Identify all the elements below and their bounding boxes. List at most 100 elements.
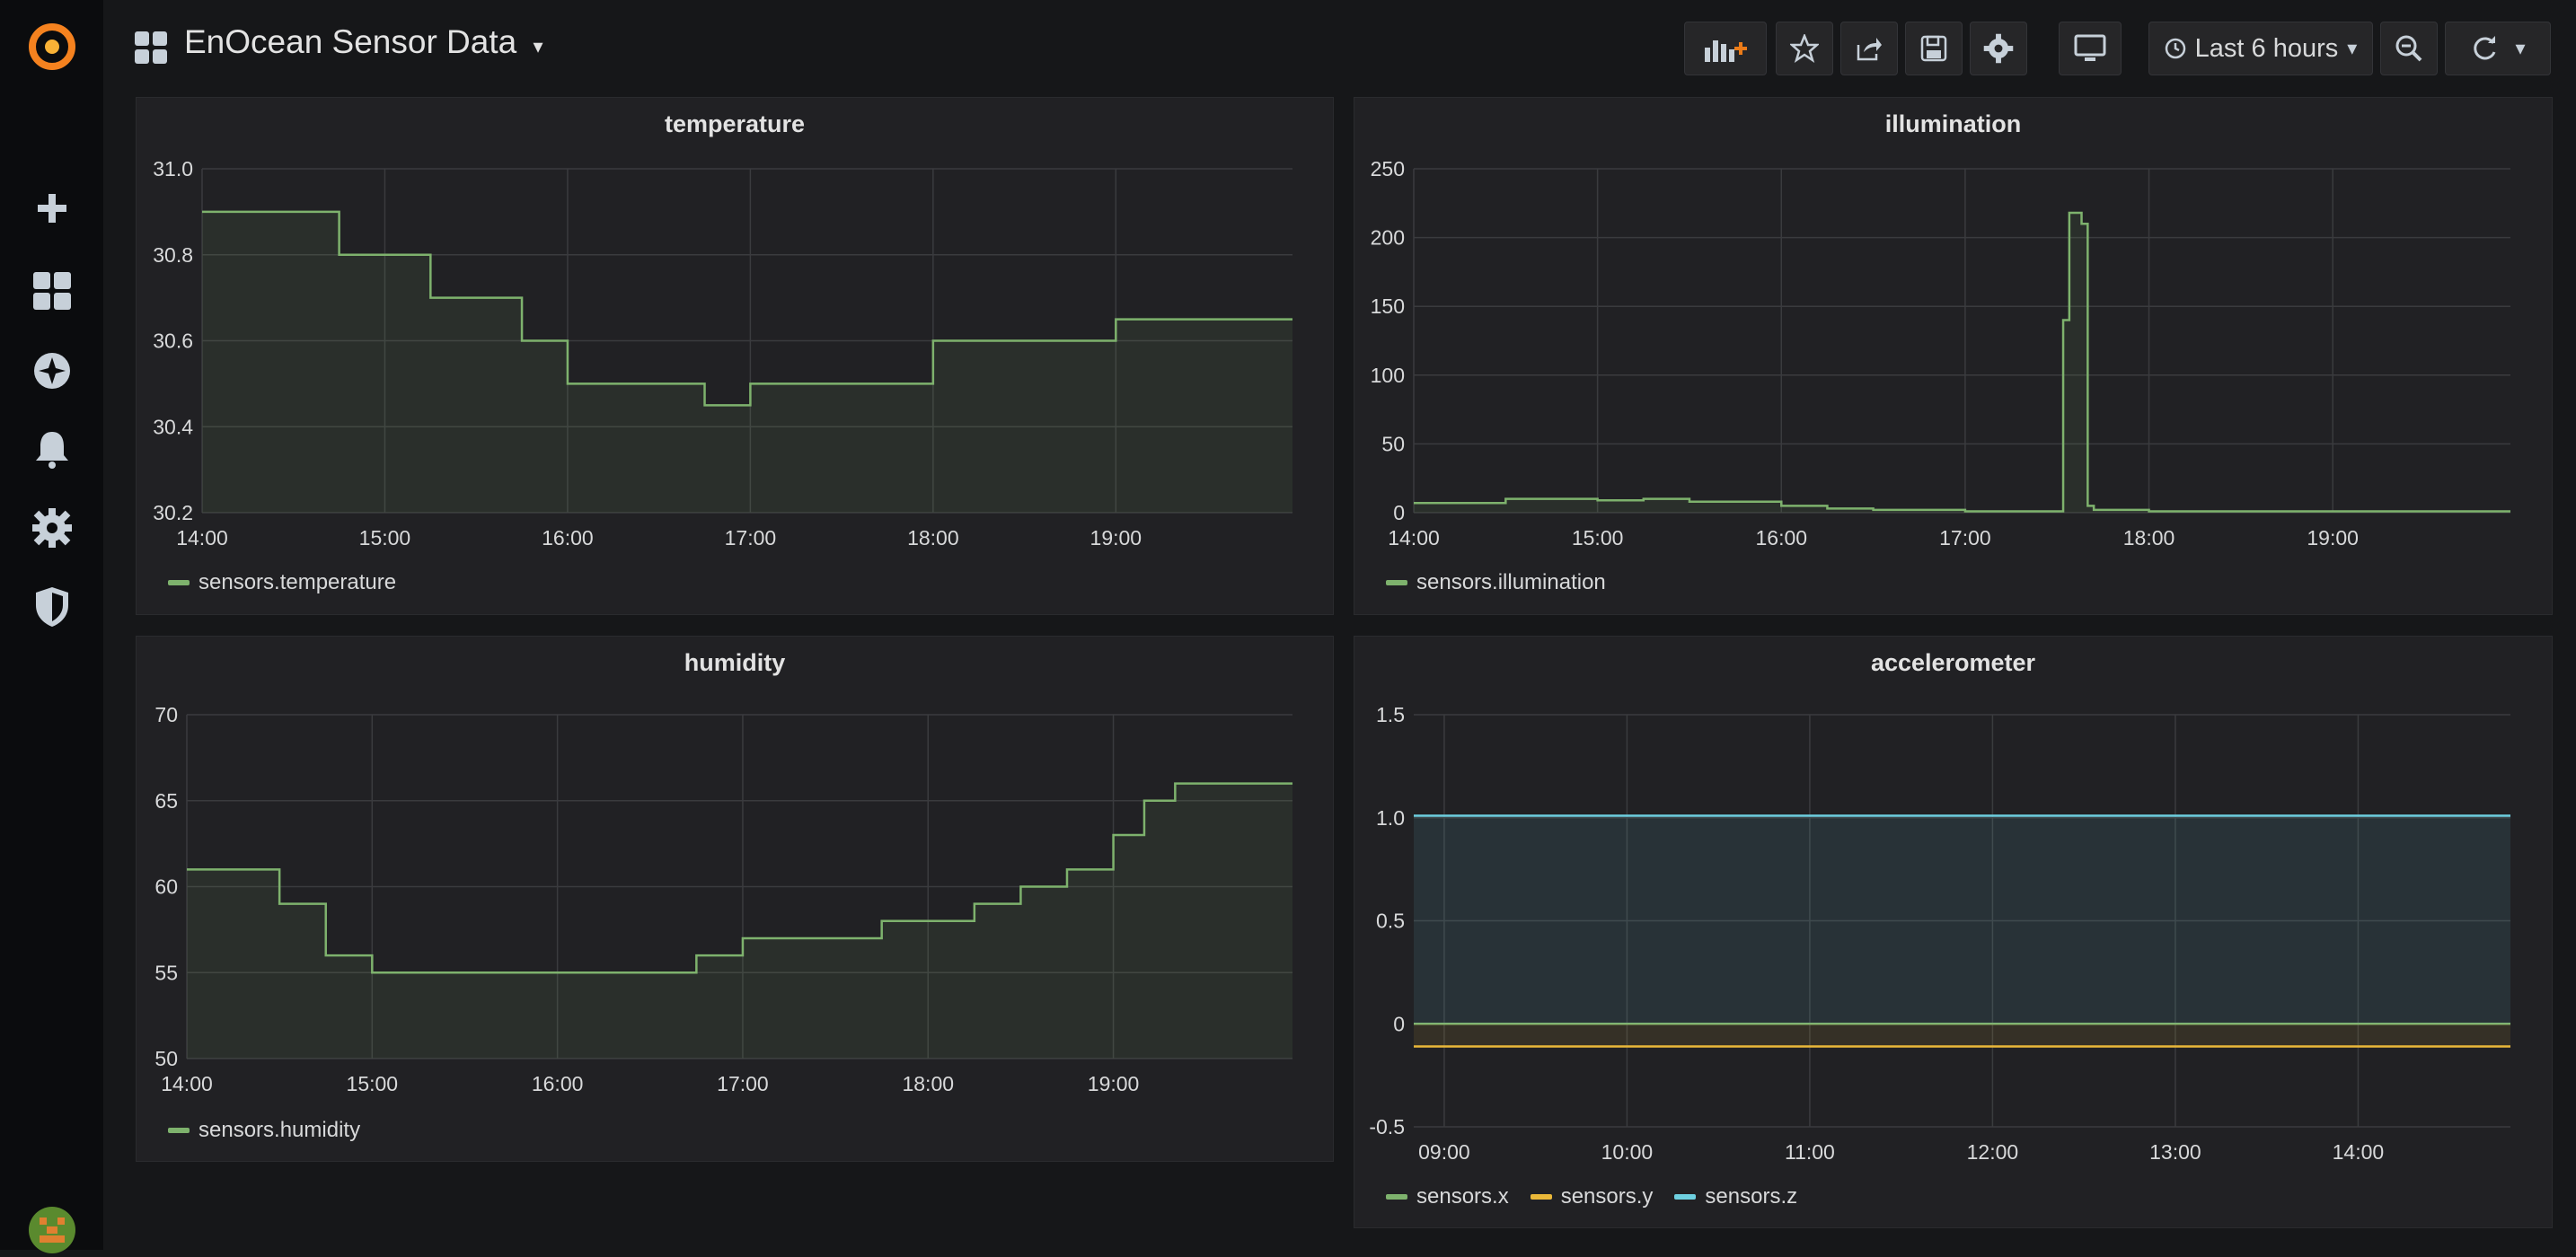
- panel-title[interactable]: accelerometer: [1870, 649, 2036, 676]
- y-tick-label: 55: [154, 961, 178, 984]
- x-tick-label: 14:00: [2333, 1140, 2385, 1164]
- settings-button[interactable]: [1970, 22, 2027, 75]
- tv-mode-button[interactable]: [2059, 22, 2122, 75]
- y-tick-label: 0: [1393, 1012, 1405, 1035]
- legend-item[interactable]: sensors.temperature: [168, 570, 396, 595]
- legend-swatch: [168, 1128, 190, 1133]
- x-tick-label: 19:00: [1088, 1072, 1140, 1095]
- legend-item[interactable]: sensors.humidity: [168, 1118, 360, 1143]
- legend-swatch: [168, 580, 190, 585]
- y-tick-label: 0: [1393, 501, 1405, 524]
- legend-item[interactable]: sensors.x: [1386, 1184, 1509, 1209]
- x-tick-label: 17:00: [725, 526, 777, 549]
- x-tick-label: 17:00: [1939, 526, 1991, 549]
- add-panel-button[interactable]: [1684, 22, 1767, 75]
- panel-humidity: humidity 70 65 60 55 50 14:00 15:00 16:00 17:00 1…: [136, 636, 1334, 1162]
- legend-label: sensors.humidity: [198, 1118, 361, 1142]
- legend: sensors.illumination: [1386, 570, 1606, 595]
- x-tick-label: 11:00: [1785, 1140, 1835, 1164]
- accelerometer-graph[interactable]: 1.5 1.0 0.5 0 -0.5 09:00 10:00 11:00 12:00 13:00 1…: [1354, 637, 2554, 1229]
- illumination-graph[interactable]: 250 200 150 100 50 014:00 15:00 16:00 17:00 18:00…: [1354, 98, 2554, 616]
- y-tick-label: 30.8: [153, 243, 193, 267]
- x-tick-label: 17:00: [717, 1072, 769, 1095]
- bell-icon[interactable]: [25, 422, 79, 476]
- x-tick-label: 15:00: [359, 526, 411, 549]
- x-tick-label: 09:00: [1418, 1140, 1470, 1164]
- share-button[interactable]: [1840, 22, 1898, 75]
- dashboards-icon: [134, 31, 168, 69]
- temperature-graph[interactable]: 31.0 30.8 30.6 30.4 30.214:00 15:00 16:00 17:00…: [137, 98, 1335, 616]
- series-line: [187, 782, 1292, 974]
- x-tick-label: 14:00: [1388, 526, 1440, 549]
- share-icon: [1857, 38, 1882, 61]
- zoom-out-icon: [2395, 35, 2422, 62]
- x-tick-label: 12:00: [1967, 1140, 2019, 1164]
- y-tick-label: 0.5: [1376, 910, 1405, 933]
- shield-icon[interactable]: [25, 580, 79, 634]
- refresh-icon: [2474, 36, 2496, 60]
- time-range-label: Last 6 hours: [2194, 33, 2339, 63]
- y-tick-label: 150: [1371, 294, 1405, 318]
- legend: sensors.humidity: [168, 1118, 360, 1143]
- x-tick-label: 18:00: [907, 526, 959, 549]
- legend-label: sensors.y: [1560, 1184, 1654, 1209]
- y-tick-label: 30.4: [153, 415, 193, 438]
- legend-item[interactable]: sensors.y: [1530, 1184, 1654, 1209]
- y-tick-label: 50: [1381, 432, 1405, 455]
- x-tick-label: 16:00: [532, 1072, 584, 1095]
- legend-label: sensors.z: [1705, 1184, 1798, 1209]
- caret-down-icon: ▾: [533, 35, 543, 57]
- panel-illumination: illumination 250 200 150 100 50 0 14:00 15:00 16…: [1354, 97, 2553, 615]
- x-tick-label: 18:00: [902, 1072, 954, 1095]
- panel-accelerometer: accelerometer 1.5 1.0 0.5 0 -0.5 09:00 10:00 11…: [1354, 636, 2553, 1228]
- caret-down-icon: ▾: [2515, 37, 2526, 59]
- y-tick-label: 1.5: [1376, 703, 1405, 726]
- legend-swatch: [1530, 1194, 1552, 1200]
- x-tick-label: 13:00: [2149, 1140, 2201, 1164]
- save-button[interactable]: [1905, 22, 1963, 75]
- panel-title[interactable]: temperature: [664, 110, 806, 137]
- tv-icon: [2074, 34, 2106, 61]
- x-tick-label: 19:00: [1090, 526, 1142, 549]
- panel-title[interactable]: humidity: [684, 649, 786, 676]
- series-line: [1414, 211, 2510, 513]
- user-avatar[interactable]: [25, 1203, 79, 1257]
- legend-label: sensors.x: [1416, 1184, 1509, 1209]
- panel-title[interactable]: illumination: [1884, 110, 2022, 137]
- grafana-logo-icon[interactable]: [25, 20, 79, 74]
- caret-down-icon: ▾: [2347, 37, 2358, 59]
- y-tick-label: 200: [1371, 226, 1405, 250]
- series-area: [187, 783, 1292, 1059]
- settings-icon: [1983, 33, 2014, 64]
- y-tick-label: 65: [154, 789, 178, 813]
- y-tick-label: 30.2: [153, 501, 193, 524]
- top-navbar: EnOcean Sensor Data ▾ Last 6 hours ▾ ▾: [103, 0, 2576, 97]
- y-tick-label: 31.0: [153, 157, 193, 180]
- gear-icon[interactable]: [25, 501, 79, 555]
- series-area: [202, 211, 1292, 513]
- series-area: [1414, 1024, 2510, 1047]
- star-button[interactable]: [1776, 22, 1833, 75]
- y-tick-label: 1.0: [1376, 806, 1405, 830]
- add-panel-icon: [1705, 40, 1747, 62]
- y-tick-label: -0.5: [1369, 1115, 1405, 1138]
- plus-icon[interactable]: [25, 181, 79, 235]
- zoom-out-button[interactable]: [2380, 22, 2438, 75]
- refresh-button[interactable]: ▾: [2445, 22, 2551, 75]
- x-tick-label: 16:00: [542, 526, 594, 549]
- time-picker-button[interactable]: Last 6 hours ▾: [2148, 22, 2373, 75]
- legend-item[interactable]: sensors.z: [1674, 1184, 1797, 1209]
- series-area: [1414, 815, 2510, 1024]
- x-tick-label: 16:00: [1755, 526, 1807, 549]
- x-tick-label: 15:00: [1572, 526, 1624, 549]
- x-tick-label: 18:00: [2123, 526, 2175, 549]
- legend-item[interactable]: sensors.illumination: [1386, 570, 1606, 595]
- dashboard-title[interactable]: EnOcean Sensor Data ▾: [184, 23, 543, 61]
- dashboards-icon[interactable]: [25, 264, 79, 318]
- legend-swatch: [1674, 1194, 1697, 1200]
- explore-icon[interactable]: [25, 344, 79, 398]
- dashboard-title-text: EnOcean Sensor Data: [184, 23, 517, 60]
- y-tick-label: 250: [1371, 157, 1405, 180]
- x-tick-label: 19:00: [2307, 526, 2359, 549]
